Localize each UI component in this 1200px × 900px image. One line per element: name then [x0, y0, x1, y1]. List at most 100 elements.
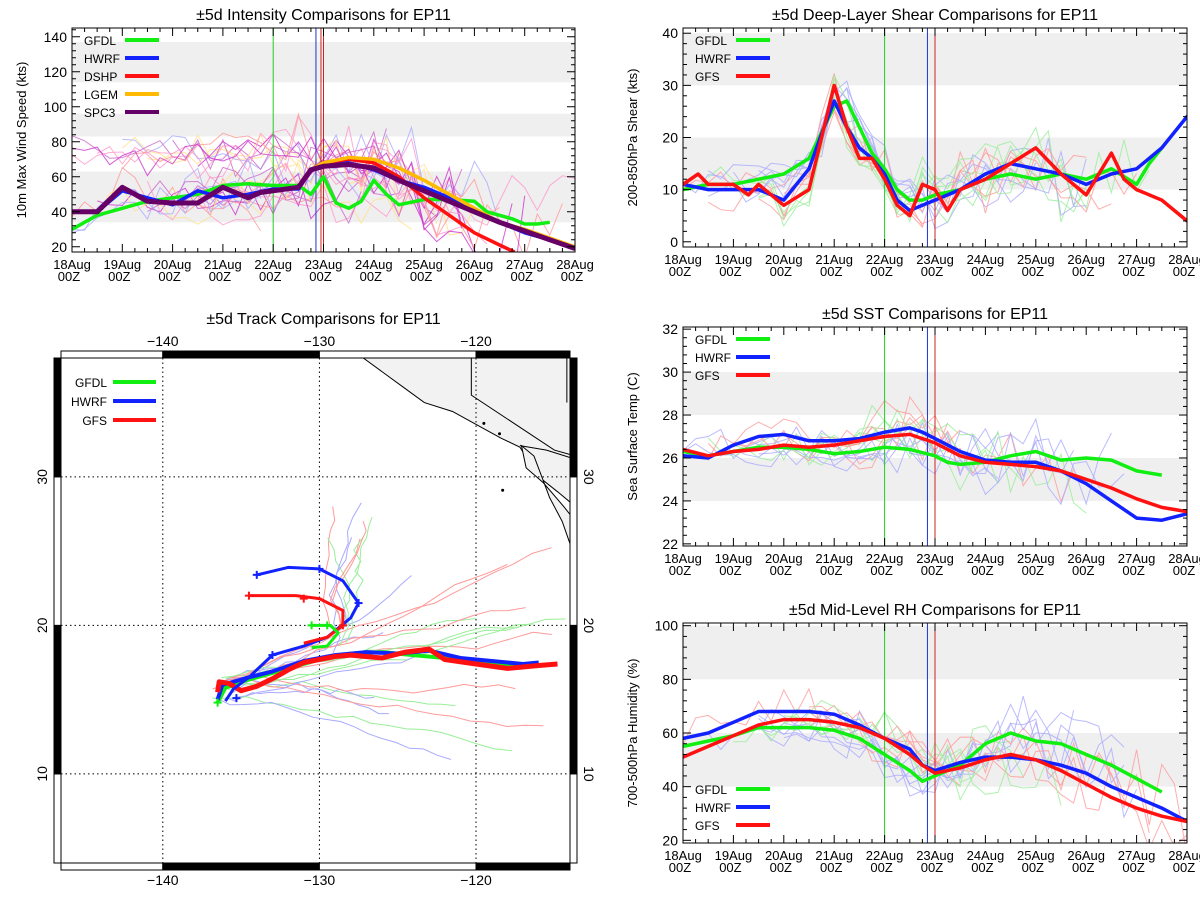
series-line-gfdl — [72, 175, 551, 231]
y-tick-label: 40 — [662, 779, 678, 795]
legend-label: GFDL — [695, 333, 727, 347]
x-tick-date: 26Aug — [1067, 848, 1105, 863]
x-tick-date: 19Aug — [715, 252, 753, 267]
x-tick-hour: 00Z — [259, 269, 281, 284]
x-tick-date: 25Aug — [1017, 252, 1055, 267]
x-tick-hour: 00Z — [1122, 860, 1144, 875]
x-tick-date: 18Aug — [664, 848, 702, 863]
x-tick-hour: 00Z — [669, 860, 691, 875]
x-tick-hour: 00Z — [410, 269, 432, 284]
land-mainland — [362, 358, 570, 503]
x-tick-date: 18Aug — [53, 257, 91, 272]
x-tick-hour: 00Z — [719, 563, 741, 578]
y-axis-label: Sea Surface Temp (C) — [625, 372, 640, 500]
x-tick-hour: 00Z — [921, 264, 943, 279]
x-tick-date: 27Aug — [1118, 252, 1156, 267]
map-border-segment — [162, 862, 320, 871]
latitude-label-right: 10 — [581, 766, 597, 782]
map-border-segment — [53, 476, 62, 626]
legend-label: HWRF — [695, 351, 731, 365]
y-tick-label: 140 — [44, 29, 68, 45]
legend-label: HWRF — [71, 395, 107, 409]
country-border — [519, 445, 570, 458]
y-tick-label: 100 — [655, 618, 679, 634]
map-border-segment — [60, 862, 164, 871]
ensemble-trace — [733, 404, 999, 491]
legend-label: GFDL — [75, 376, 107, 390]
series-line-gfs — [683, 432, 1187, 514]
ensemble-track — [212, 696, 513, 752]
ensemble-track — [232, 678, 544, 728]
ensemble-track — [345, 537, 364, 644]
legend-label: GFS — [82, 414, 107, 428]
x-tick-hour: 00Z — [1173, 264, 1195, 279]
ensemble-trace — [808, 408, 974, 473]
map-border-segment — [53, 624, 62, 775]
series-line-gfdl — [683, 99, 1164, 202]
x-tick-date: 24Aug — [967, 551, 1005, 566]
series-line-hwrf — [683, 426, 1187, 522]
ensemble-trace — [96, 128, 462, 236]
x-tick-hour: 00Z — [870, 563, 892, 578]
x-tick-date: 28Aug — [1168, 252, 1200, 267]
ensemble-trace — [808, 705, 1186, 843]
ensemble-trace — [147, 166, 362, 225]
ensemble-track — [215, 697, 452, 760]
legend-label: DSHP — [84, 70, 117, 84]
ensemble-track — [229, 607, 526, 679]
ensemble-trace — [808, 78, 1087, 216]
latitude-label-left: 10 — [34, 766, 50, 782]
x-tick-hour: 00Z — [770, 860, 792, 875]
x-tick-date: 26Aug — [1067, 551, 1105, 566]
x-tick-hour: 00Z — [669, 264, 691, 279]
y-tick-label: 100 — [44, 99, 68, 115]
map-border-segment — [475, 862, 571, 871]
x-tick-date: 28Aug — [1168, 551, 1200, 566]
ensemble-track — [322, 506, 336, 628]
chart-title: ±5d SST Comparisons for EP11 — [822, 306, 1048, 323]
x-tick-hour: 00Z — [870, 264, 892, 279]
series-line-spc3 — [72, 162, 575, 251]
map-border-segment — [60, 350, 164, 359]
ensemble-trace — [197, 174, 575, 226]
map-border-segment — [318, 350, 477, 359]
x-tick-hour: 00Z — [971, 563, 993, 578]
x-tick-date: 28Aug — [556, 257, 594, 272]
y-tick-label: 22 — [662, 536, 678, 552]
legend-label: SPC3 — [84, 106, 116, 120]
longitude-label-top: −120 — [460, 333, 492, 349]
ensemble-track — [220, 547, 552, 684]
x-tick-date: 22Aug — [866, 848, 904, 863]
x-tick-hour: 00Z — [158, 269, 180, 284]
panel-track: −140 −140 −130 −130 −120 −120 10 10 20 20 30 30 ±5d … — [34, 311, 597, 888]
x-tick-hour: 00Z — [669, 563, 691, 578]
series-line-gfdl — [683, 725, 1163, 794]
ensemble-trace — [97, 138, 463, 227]
legend-label: HWRF — [695, 52, 731, 66]
y-tick-label: 20 — [662, 832, 678, 848]
x-tick-hour: 00Z — [309, 269, 331, 284]
legend-label: GFDL — [695, 783, 727, 797]
y-tick-label: 80 — [662, 671, 678, 687]
y-tick-label: 20 — [51, 239, 67, 255]
map-border-segment — [569, 357, 578, 478]
x-tick-hour: 00Z — [1022, 264, 1044, 279]
x-tick-date: 26Aug — [1067, 252, 1105, 267]
x-tick-date: 25Aug — [1017, 848, 1055, 863]
panel-shear: 01020304018Aug00Z19Aug00Z20Aug00Z21Aug00… — [625, 7, 1200, 279]
x-tick-date: 25Aug — [1017, 551, 1055, 566]
x-tick-date: 23Aug — [916, 252, 954, 267]
island — [501, 488, 505, 492]
x-tick-hour: 00Z — [770, 563, 792, 578]
y-tick-label: 30 — [662, 77, 678, 93]
ensemble-trace — [758, 718, 974, 797]
map-border-segment — [318, 862, 477, 871]
y-axis-label: 200-850hPa Shear (kts) — [625, 68, 640, 206]
legend-label: GFS — [695, 70, 720, 84]
y-axis-label: 10m Max Wind Speed (kts) — [14, 62, 29, 219]
x-tick-date: 24Aug — [355, 257, 393, 272]
panel-sst: 22242628303218Aug00Z19Aug00Z20Aug00Z21Au… — [625, 306, 1200, 578]
map-border-segment — [569, 476, 578, 626]
x-tick-date: 23Aug — [305, 257, 343, 272]
x-tick-date: 21Aug — [815, 252, 853, 267]
